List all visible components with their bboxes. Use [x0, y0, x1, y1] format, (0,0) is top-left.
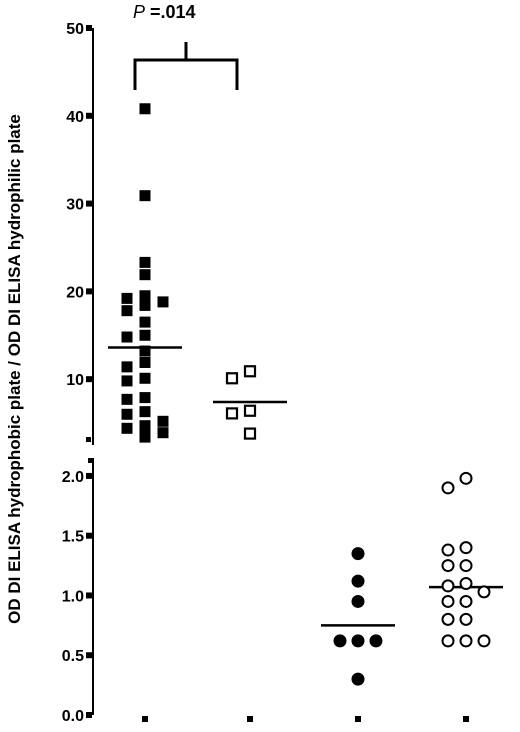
point-filled-square: [121, 331, 133, 343]
point-filled-circle: [369, 634, 383, 648]
point-open-square: [225, 407, 239, 420]
y-tick-label: 1.0: [62, 588, 84, 605]
point-open-circle: [477, 634, 491, 648]
point-filled-square: [139, 290, 151, 302]
point-filled-square: [121, 393, 133, 405]
point-open-circle: [441, 634, 455, 648]
point-open-circle: [459, 471, 473, 485]
y-tick-label: 40: [66, 109, 84, 126]
bracket-line: [133, 42, 239, 90]
data-points: [121, 103, 491, 686]
point-filled-circle: [351, 574, 365, 588]
point-filled-square: [139, 269, 151, 281]
y-tick-label: 20: [66, 284, 84, 301]
significance-bracket: P =.014: [133, 2, 239, 90]
point-filled-square: [157, 296, 169, 308]
y-tick-mark: [86, 652, 92, 659]
point-open-circle: [459, 634, 473, 648]
point-open-circle: [477, 585, 491, 599]
point-filled-circle: [333, 634, 347, 648]
point-open-circle: [441, 594, 455, 608]
point-filled-circle: [351, 672, 365, 686]
point-filled-square: [121, 375, 133, 387]
point-filled-square: [139, 256, 151, 268]
y-tick-label: 2.0: [62, 469, 84, 486]
point-filled-circle: [351, 634, 365, 648]
point-open-square: [243, 427, 257, 440]
point-filled-square: [139, 372, 151, 384]
p-value: =.014: [145, 2, 196, 22]
x-tick-mark: [355, 716, 361, 722]
point-open-square: [225, 372, 239, 385]
x-tick-mark: [247, 716, 253, 722]
point-filled-square: [157, 427, 169, 439]
point-filled-square: [139, 420, 151, 432]
point-filled-square: [139, 356, 151, 368]
point-filled-square: [121, 292, 133, 304]
y-tick-mark: [86, 532, 92, 539]
y-tick-mark: [86, 200, 92, 207]
p-symbol: P: [133, 2, 145, 22]
point-open-circle: [441, 481, 455, 495]
point-filled-square: [139, 431, 151, 443]
y-tick-mark: [86, 712, 92, 718]
point-open-circle: [441, 559, 455, 573]
y-tick-label: 1.5: [62, 529, 84, 546]
y-tick-mark: [86, 112, 92, 119]
p-value-annotation: P =.014: [133, 2, 196, 22]
point-open-square: [243, 404, 257, 417]
y-tick-label: 50: [66, 21, 84, 38]
point-open-square: [243, 365, 257, 378]
x-tick-mark: [463, 716, 469, 722]
y-tick-label: 30: [66, 197, 84, 214]
axis-break-mark: [88, 458, 93, 463]
y-tick-label: 0.0: [62, 708, 84, 725]
point-filled-circle: [351, 547, 365, 561]
y-tick-mark: [86, 25, 92, 31]
point-open-circle: [459, 594, 473, 608]
point-filled-square: [139, 329, 151, 341]
axis-break-mark: [86, 437, 91, 442]
point-filled-square: [121, 305, 133, 317]
point-filled-square: [139, 406, 151, 418]
point-filled-square: [139, 345, 151, 357]
point-open-circle: [441, 579, 455, 593]
point-open-circle: [459, 559, 473, 573]
point-open-circle: [459, 541, 473, 555]
y-ticks: 10 20 30 40 50 0.0 0.5 1.0 1.5 2.0: [62, 21, 469, 725]
point-open-circle: [459, 612, 473, 626]
point-filled-square: [121, 361, 133, 373]
point-open-circle: [441, 543, 455, 557]
y-tick-label: 0.5: [62, 648, 84, 665]
x-tick-mark: [142, 716, 148, 722]
y-axis-label: OD DI ELISA hydrophobic plate / OD DI EL…: [5, 114, 24, 624]
y-tick-mark: [86, 592, 92, 599]
y-tick-mark: [86, 472, 92, 479]
point-filled-square: [139, 299, 151, 311]
point-filled-square: [139, 103, 151, 115]
point-open-circle: [459, 577, 473, 591]
y-tick-label: 10: [66, 372, 84, 389]
y-tick-mark: [86, 288, 92, 295]
axes: [86, 28, 94, 715]
point-open-circle: [441, 612, 455, 626]
y-tick-mark: [86, 376, 92, 383]
point-filled-square: [121, 408, 133, 420]
point-filled-square: [139, 190, 151, 202]
point-filled-square: [157, 415, 169, 427]
point-filled-square: [121, 422, 133, 434]
point-filled-circle: [351, 594, 365, 608]
point-filled-square: [139, 316, 151, 328]
point-filled-square: [139, 392, 151, 404]
